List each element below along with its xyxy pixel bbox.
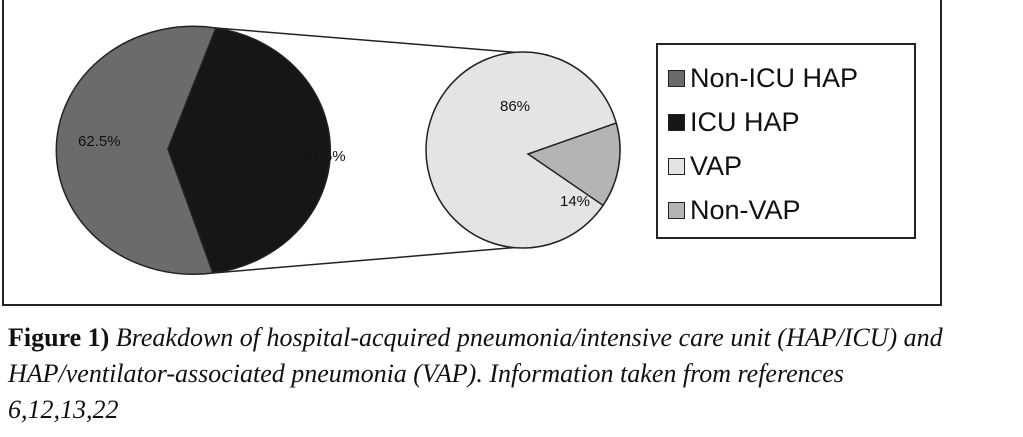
connector-line-bottom xyxy=(212,244,546,274)
legend-swatch-non-icu-hap xyxy=(668,69,685,87)
figure-frame xyxy=(2,0,942,306)
legend-swatch-non-vap xyxy=(668,201,685,219)
slice-label-icu-hap: 37.5% xyxy=(303,148,346,165)
connector-line-top xyxy=(215,27,549,56)
chart-legend: Non-ICU HAP ICU HAP VAP Non-VAP xyxy=(656,43,916,239)
legend-swatch-vap xyxy=(668,157,685,175)
slice-non-vap xyxy=(526,122,621,207)
legend-item-icu-hap: ICU HAP xyxy=(668,102,800,142)
legend-label-vap: VAP xyxy=(690,150,743,181)
legend-swatch-icu-hap xyxy=(668,113,685,131)
legend-item-non-icu-hap: Non-ICU HAP xyxy=(668,58,858,98)
pie-chart-vap: 86% 14% xyxy=(425,51,621,249)
caption-text: Breakdown of hospital-acquired pneumonia… xyxy=(8,323,943,424)
legend-item-vap: VAP xyxy=(668,146,742,186)
pie-chart-hap: 62.5% 37.5% xyxy=(55,25,346,276)
slice-label-vap: 86% xyxy=(500,98,530,115)
figure-caption: Figure 1) Breakdown of hospital-acquired… xyxy=(8,320,943,428)
legend-label-non-vap: Non-VAP xyxy=(690,194,801,225)
legend-item-non-vap: Non-VAP xyxy=(668,190,801,230)
slice-label-non-vap: 14% xyxy=(560,193,590,210)
slice-icu-hap xyxy=(167,27,332,274)
legend-label-non-icu-hap: Non-ICU HAP xyxy=(690,62,859,93)
caption-label: Figure 1) xyxy=(8,323,110,352)
legend-label-icu-hap: ICU HAP xyxy=(690,106,800,137)
pie-chart-figure: 62.5% 37.5% 86% 14% xyxy=(55,25,621,276)
pie-connector-lines xyxy=(212,27,549,274)
slice-non-icu-hap xyxy=(55,25,218,276)
slice-label-non-icu-hap: 62.5% xyxy=(78,133,121,150)
